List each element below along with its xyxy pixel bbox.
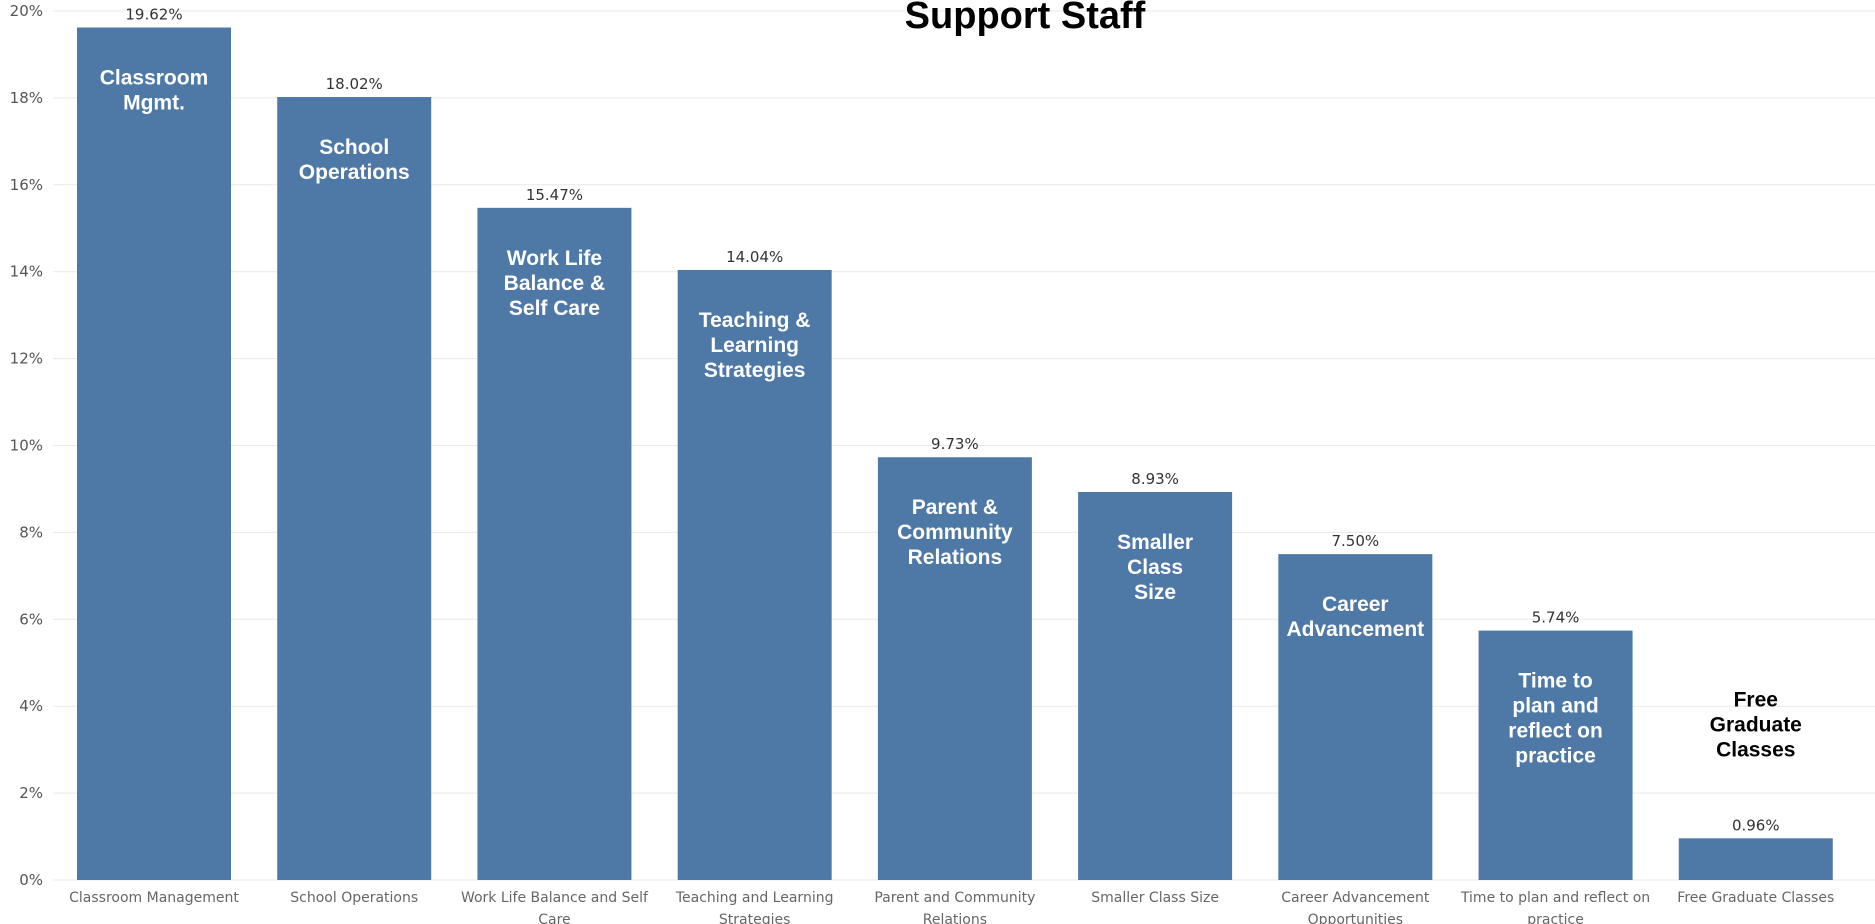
y-tick-label: 20% xyxy=(10,2,43,20)
bar xyxy=(1278,554,1433,880)
bar-annotation-line: Classroom xyxy=(100,67,209,90)
y-tick-label: 2% xyxy=(19,784,43,802)
y-tick-label: 12% xyxy=(10,350,43,368)
y-tick-label: 4% xyxy=(19,697,43,715)
x-tick-label-line: Relations xyxy=(923,912,987,924)
y-tick-label: 16% xyxy=(10,176,43,194)
x-tick-label-line: Free Graduate Classes xyxy=(1677,890,1834,906)
bar-annotation-line: Time to xyxy=(1518,670,1592,693)
x-tick-label: Work Life Balance and Self Care xyxy=(461,890,649,924)
data-label: 15.47% xyxy=(526,186,583,204)
y-tick-label: 6% xyxy=(19,610,43,628)
x-tick-label-line: Teaching and Learning xyxy=(675,890,834,906)
labels-layer: 0%2%4%6%8%10%12%14%16%18%20% 19.62%Classr… xyxy=(10,2,1835,924)
bar-annotation-line: Parent & xyxy=(912,496,998,519)
bar xyxy=(877,457,1032,880)
y-tick-label: 14% xyxy=(10,263,43,281)
bar-annotation-line: School xyxy=(319,136,389,159)
bar-annotation-line: Size xyxy=(1134,581,1176,604)
bar-annotation: Teaching & Learning Strategies xyxy=(699,309,811,382)
bar-annotation-line: practice xyxy=(1515,745,1596,768)
bar-annotation: Free Graduate Classes xyxy=(1710,688,1802,761)
bar-annotation: Parent & Community Relations xyxy=(897,496,1013,569)
bar-annotation-line: Operations xyxy=(299,161,410,184)
bar xyxy=(277,97,432,880)
bar-annotation-line: Balance & xyxy=(504,272,606,295)
y-tick-label: 10% xyxy=(10,437,43,455)
bar-annotation: Time to plan and reflect on practice xyxy=(1508,670,1603,768)
data-label: 19.62% xyxy=(125,6,182,24)
bar xyxy=(1678,838,1833,880)
bar-annotation-line: Smaller xyxy=(1117,531,1193,554)
x-tick-label-line: Parent and Community xyxy=(874,890,1035,906)
x-tick-label: Classroom Management xyxy=(69,890,239,906)
bar-annotation-line: Relations xyxy=(908,546,1003,569)
x-tick-label-line: Classroom Management xyxy=(69,890,239,906)
bar xyxy=(1478,630,1633,880)
bar-annotation-line: Advancement xyxy=(1286,618,1424,641)
x-tick-label-line: School Operations xyxy=(290,890,418,906)
chart-title: Support Staff xyxy=(905,0,1146,37)
x-tick-label: Smaller Class Size xyxy=(1091,890,1219,906)
x-tick-label: Career Advancement Opportunities xyxy=(1281,890,1430,924)
bars-layer xyxy=(77,27,1833,881)
bar-annotation: Career Advancement xyxy=(1286,593,1424,641)
x-tick-label-line: Time to plan and reflect on xyxy=(1460,890,1650,906)
bar-annotation-line: Work Life xyxy=(507,247,602,270)
data-label: 8.93% xyxy=(1131,470,1179,488)
x-tick-label-line: Work Life Balance and Self xyxy=(461,890,649,906)
data-label: 5.74% xyxy=(1532,609,1580,627)
x-tick-label-line: Smaller Class Size xyxy=(1091,890,1219,906)
bar-annotation: Classroom Mgmt. xyxy=(100,67,209,115)
bar xyxy=(1078,491,1233,880)
data-label: 7.50% xyxy=(1332,532,1380,550)
data-label: 18.02% xyxy=(326,75,383,93)
bar-annotation-line: Career xyxy=(1322,593,1389,616)
bar-annotation-line: Strategies xyxy=(704,359,806,382)
bar-annotation-line: plan and xyxy=(1512,695,1598,718)
bar-annotation-line: Learning xyxy=(710,334,799,357)
data-label: 14.04% xyxy=(726,248,783,266)
bar-annotation-line: Free xyxy=(1734,688,1778,711)
x-tick-label-line: Opportunities xyxy=(1308,912,1404,924)
x-tick-label-line: Strategies xyxy=(719,912,791,924)
x-tick-label: Parent and Community Relations xyxy=(874,890,1035,924)
bar-annotation-line: Mgmt. xyxy=(123,92,185,115)
y-tick-label: 18% xyxy=(10,89,43,107)
bar-annotation: Work Life Balance & Self Care xyxy=(504,247,606,320)
x-tick-label: Teaching and Learning Strategies xyxy=(675,890,834,924)
bar-annotation-line: Community xyxy=(897,521,1013,544)
bar-annotation: Smaller Class Size xyxy=(1117,531,1193,604)
x-tick-label-line: Career Advancement xyxy=(1281,890,1430,906)
bar-annotation-line: Graduate xyxy=(1710,713,1802,736)
bar xyxy=(477,207,632,881)
bar-annotation-line: Teaching & xyxy=(699,309,811,332)
x-tick-label-line: practice xyxy=(1527,912,1584,924)
data-label: 0.96% xyxy=(1732,816,1780,834)
bar xyxy=(677,269,832,880)
x-tick-label: School Operations xyxy=(290,890,418,906)
y-tick-label: 0% xyxy=(19,871,43,889)
bar-annotation-line: reflect on xyxy=(1508,720,1603,743)
bar-annotation-line: Self Care xyxy=(509,297,600,320)
y-tick-label: 8% xyxy=(19,523,43,541)
bar-annotation: School Operations xyxy=(299,136,410,184)
x-tick-label: Free Graduate Classes xyxy=(1677,890,1834,906)
bar xyxy=(77,27,231,881)
bar-annotation-line: Class xyxy=(1127,556,1183,579)
x-tick-label: Time to plan and reflect on practice xyxy=(1460,890,1650,924)
x-tick-label-line: Care xyxy=(538,912,570,924)
data-label: 9.73% xyxy=(931,435,979,453)
bar-annotation-line: Classes xyxy=(1716,738,1795,761)
